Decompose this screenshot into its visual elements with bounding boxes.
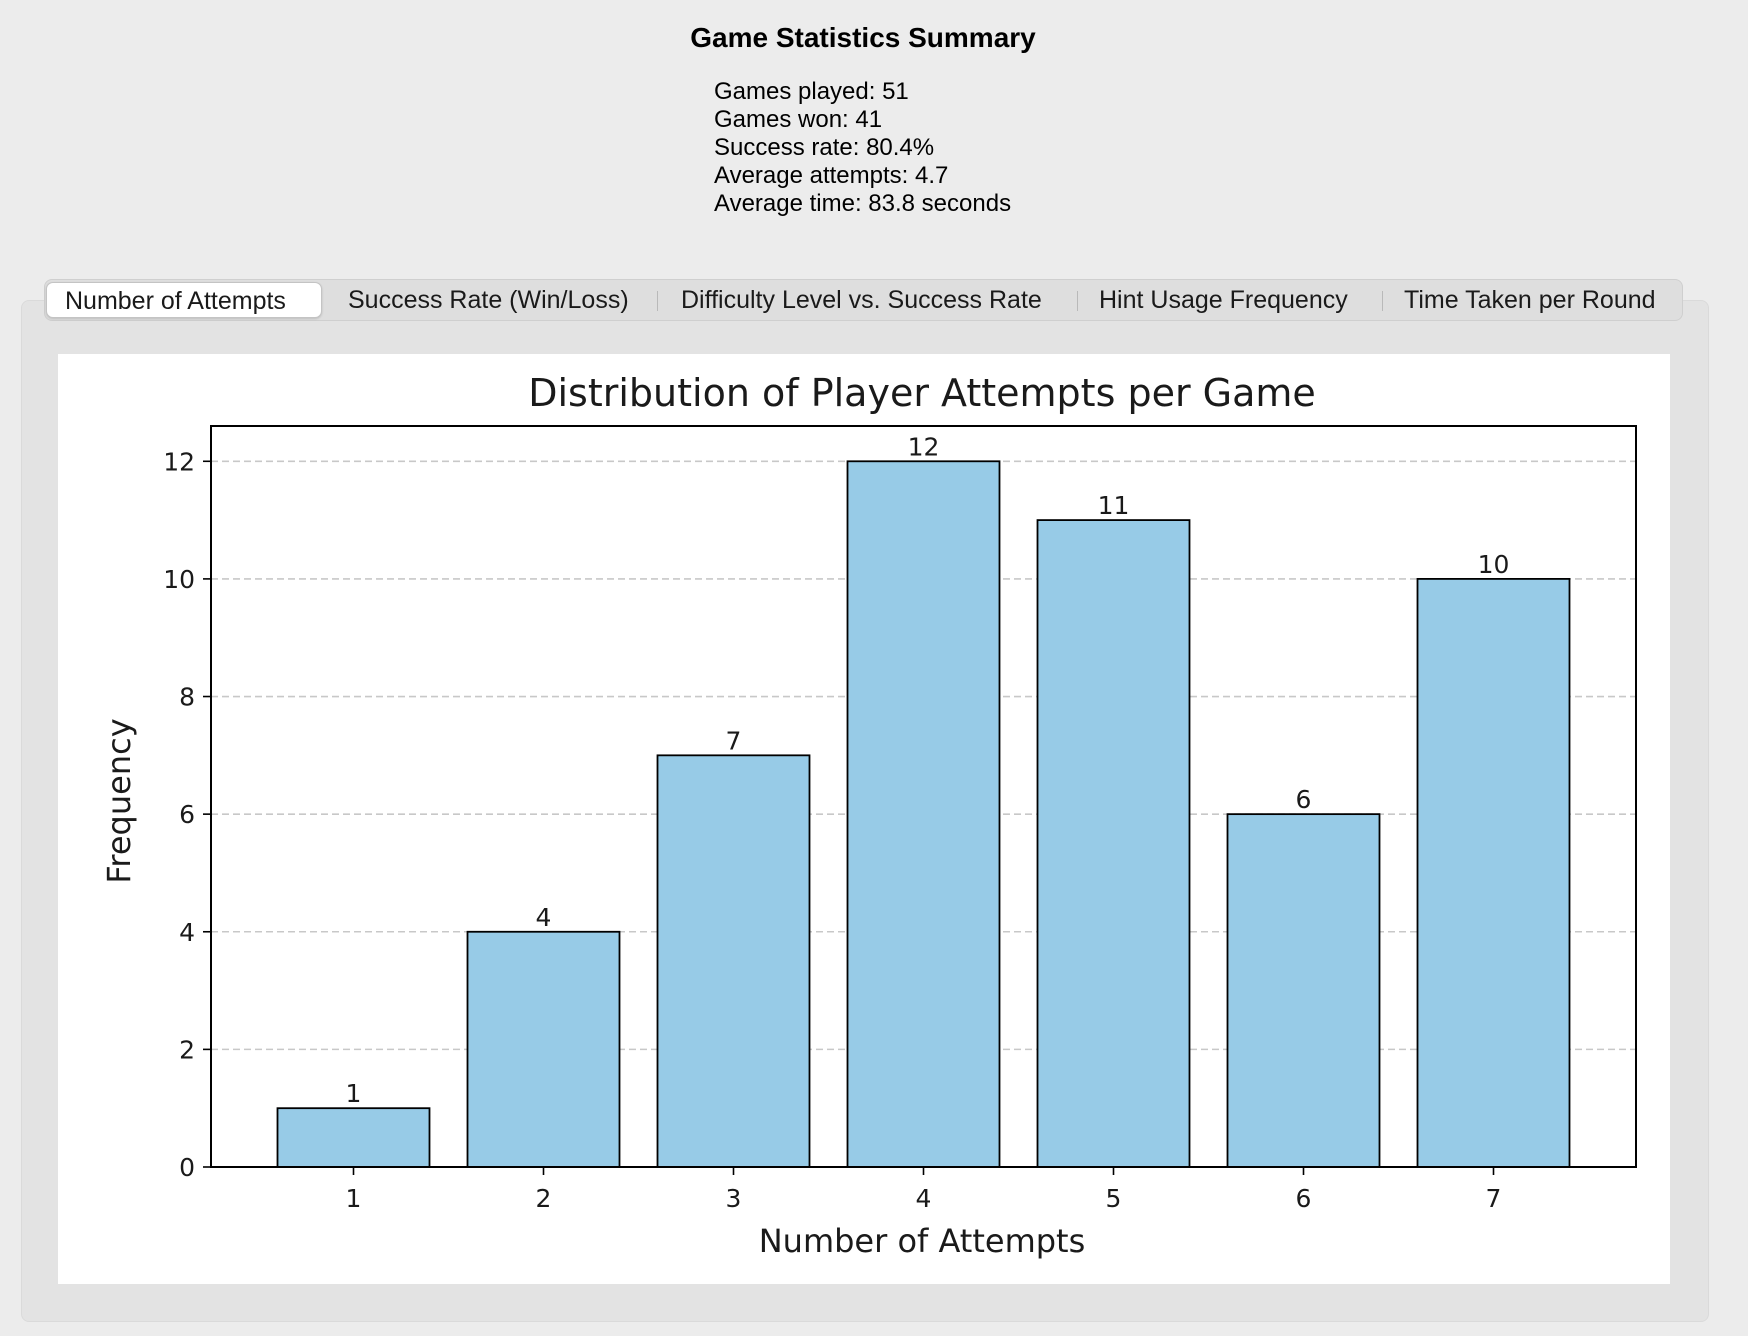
x-tick-label: 6 (1296, 1184, 1312, 1213)
stat-average-time: Average time: 83.8 seconds (714, 190, 1012, 217)
stat-games-won: Games won: 41 (714, 106, 883, 133)
bar (1036, 519, 1191, 1168)
y-tick-label: 0 (179, 1153, 195, 1182)
x-tick-label: 7 (1486, 1184, 1502, 1213)
bar (466, 930, 621, 1168)
tab-separator (1382, 291, 1383, 311)
tab-bar: Number of Attempts Success Rate (Win/Los… (44, 279, 1683, 321)
x-tick-label: 3 (726, 1184, 742, 1213)
tab-success-rate[interactable]: Success Rate (Win/Loss) (348, 286, 629, 314)
data-label: 10 (1478, 550, 1510, 579)
x-tick-label: 5 (1106, 1184, 1122, 1213)
stat-average-attempts: Average attempts: 4.7 (714, 162, 949, 189)
bar (846, 460, 1001, 1168)
y-tick-label: 10 (163, 565, 195, 594)
bar-chart: Distribution of Player Attempts per Game… (100, 371, 1637, 1260)
bar (1416, 578, 1571, 1168)
bar (1226, 813, 1381, 1168)
tab-difficulty-vs-success[interactable]: Difficulty Level vs. Success Rate (681, 286, 1042, 314)
summary-title: Game Statistics Summary (690, 22, 1036, 53)
stat-games-played: Games played: 51 (714, 78, 909, 105)
stat-success-rate: Success rate: 80.4% (714, 134, 935, 161)
y-tick-label: 4 (179, 918, 195, 947)
y-axis-label: Frequency (100, 718, 138, 883)
bar (656, 754, 811, 1168)
x-axis-label: Number of Attempts (759, 1222, 1086, 1260)
y-tick-label: 6 (179, 800, 195, 829)
bar (276, 1107, 431, 1168)
y-tick-label: 12 (163, 447, 195, 476)
data-label: 6 (1296, 785, 1312, 814)
x-tick-label: 2 (536, 1184, 552, 1213)
y-tick-label: 2 (179, 1035, 195, 1064)
axes-frame (210, 425, 1637, 1168)
chart-canvas: Distribution of Player Attempts per Game… (58, 354, 1670, 1284)
data-label: 4 (536, 903, 552, 932)
data-label: 1 (346, 1079, 362, 1108)
y-tick-label: 8 (179, 683, 195, 712)
data-label: 12 (908, 432, 940, 461)
x-tick-label: 1 (346, 1184, 362, 1213)
tab-time-per-round[interactable]: Time Taken per Round (1404, 286, 1656, 314)
tab-number-of-attempts[interactable]: Number of Attempts (46, 282, 322, 318)
data-label: 11 (1098, 491, 1130, 520)
chart-title: Distribution of Player Attempts per Game (528, 371, 1316, 415)
tab-separator (1077, 291, 1078, 311)
tab-separator (657, 291, 658, 311)
data-label: 7 (726, 726, 742, 755)
summary-stats: Games played: 51 Games won: 41 Success r… (714, 78, 1011, 218)
x-tick-label: 4 (916, 1184, 932, 1213)
tab-hint-usage[interactable]: Hint Usage Frequency (1099, 286, 1348, 314)
